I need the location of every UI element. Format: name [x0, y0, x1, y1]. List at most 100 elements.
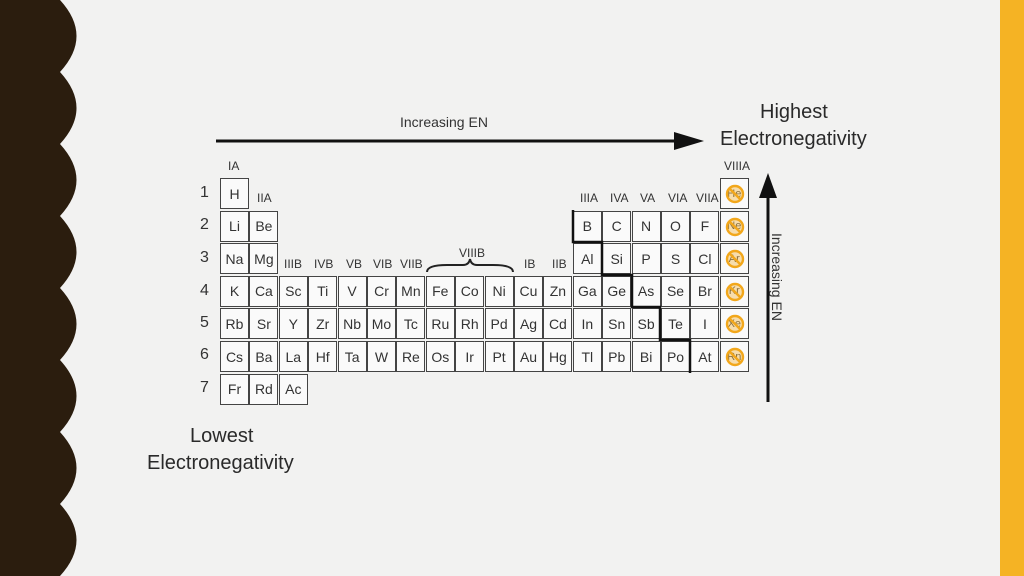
- element-cell-Ni: Ni: [484, 275, 514, 307]
- group-label-VIIIA: VIIIA: [724, 159, 751, 173]
- element-cell-K: K: [220, 275, 249, 307]
- group-label-IIB: IIB: [552, 257, 567, 271]
- element-cell-He: He: [719, 178, 749, 209]
- element-cell-Cr: Cr: [367, 275, 396, 307]
- element-cell-Na: Na: [220, 243, 249, 275]
- group-label-IIIA: IIIA: [580, 191, 599, 205]
- element-cell-Fr: Fr: [220, 373, 249, 405]
- period-5: 5: [200, 314, 209, 331]
- element-cell-Ag: Ag: [514, 308, 543, 340]
- element-cell-Cd: Cd: [543, 308, 573, 340]
- element-cell-La: La: [278, 341, 308, 372]
- element-cell-I: I: [690, 308, 720, 340]
- element-cell-Li: Li: [220, 210, 249, 242]
- group-label-IVB: IVB: [314, 257, 334, 271]
- element-cell-Os: Os: [425, 341, 455, 372]
- element-cell-Ba: Ba: [249, 341, 279, 372]
- group-label-IVA: IVA: [610, 191, 629, 205]
- group-label-VIIIB: VIIIB: [459, 246, 486, 260]
- element-cell-N: N: [631, 210, 661, 242]
- element-cell-Ti: Ti: [308, 275, 338, 307]
- element-cell-Be: Be: [249, 210, 279, 242]
- element-cell-Ge: Ge: [602, 275, 632, 307]
- element-cell-Mo: Mo: [367, 308, 396, 340]
- element-cell-Bi: Bi: [631, 341, 661, 372]
- element-cell-Ac: Ac: [278, 373, 308, 405]
- element-cell-Ga: Ga: [572, 275, 602, 307]
- element-cell-Pd: Pd: [484, 308, 514, 340]
- lowest-label-line1: Lowest: [190, 425, 254, 447]
- viiib-brace: [426, 258, 514, 273]
- group-label-VIB: VIB: [373, 257, 393, 271]
- element-cell-Rh: Rh: [455, 308, 485, 340]
- period-1: 1: [200, 184, 209, 201]
- period-7: 7: [200, 379, 209, 396]
- element-cell-O: O: [661, 210, 690, 242]
- no-symbol-icon: [725, 249, 744, 269]
- group-label-VB: VB: [346, 257, 363, 271]
- period-6: 6: [200, 346, 209, 363]
- group-label-VIA: VIA: [668, 191, 688, 205]
- element-cell-Se: Se: [661, 275, 690, 307]
- increasing-en-top-label: Increasing EN: [400, 114, 488, 130]
- element-cell-Te: Te: [661, 308, 690, 340]
- element-cell-Tl: Tl: [572, 341, 602, 372]
- highest-label-line2: Electronegativity: [720, 128, 867, 150]
- element-cell-S: S: [661, 243, 690, 275]
- wavy-left-border: [0, 0, 77, 576]
- element-cell-Ca: Ca: [249, 275, 279, 307]
- element-cell-Y: Y: [278, 308, 308, 340]
- element-cell-Pt: Pt: [484, 341, 514, 372]
- element-cell-V: V: [337, 275, 367, 307]
- lowest-label-line2: Electronegativity: [147, 452, 294, 474]
- element-cell-Rn: Rn: [719, 341, 749, 372]
- element-cell-F: F: [690, 210, 720, 242]
- element-cell-Re: Re: [396, 341, 426, 372]
- element-cell-Ta: Ta: [337, 341, 367, 372]
- element-cell-Tc: Tc: [396, 308, 426, 340]
- element-cell-Br: Br: [690, 275, 720, 307]
- element-cell-Xe: Xe: [719, 308, 749, 340]
- group-label-IIA: IIA: [257, 191, 272, 205]
- highest-label-line1: Highest: [760, 101, 828, 123]
- group-label-VA: VA: [640, 191, 656, 205]
- metalloid-staircase-line: [571, 210, 692, 373]
- element-cell-Nb: Nb: [337, 308, 367, 340]
- group-label-IB: IB: [524, 257, 536, 271]
- element-cell-Cs: Cs: [220, 341, 249, 372]
- no-symbol-icon: [725, 217, 744, 236]
- no-symbol-icon: [725, 282, 744, 301]
- group-label-VIIB: VIIB: [400, 257, 423, 271]
- no-symbol-icon: [725, 315, 744, 334]
- element-cell-Cu: Cu: [514, 275, 543, 307]
- element-cell-Kr: Kr: [719, 275, 749, 307]
- element-cell-Au: Au: [514, 341, 543, 372]
- element-cell-In: In: [572, 308, 602, 340]
- element-cell-Rb: Rb: [220, 308, 249, 340]
- element-cell-W: W: [367, 341, 396, 372]
- increasing-en-side-label: Increasing EN: [769, 233, 785, 321]
- element-cell-Rd: Rd: [249, 373, 279, 405]
- group-label-VIIA: VIIA: [696, 191, 719, 205]
- element-cell-Co: Co: [455, 275, 485, 307]
- element-cell-Ir: Ir: [455, 341, 485, 372]
- period-2: 2: [200, 216, 209, 233]
- element-cell-Pb: Pb: [602, 341, 632, 372]
- element-cell-Sc: Sc: [278, 275, 308, 307]
- element-cell-Ru: Ru: [425, 308, 455, 340]
- element-cell-Zr: Zr: [308, 308, 338, 340]
- element-cell-As: As: [631, 275, 661, 307]
- element-cell-C: C: [602, 210, 632, 242]
- element-cell-Hg: Hg: [543, 341, 573, 372]
- element-cell-Zn: Zn: [543, 275, 573, 307]
- element-cell-Cl: Cl: [690, 243, 720, 275]
- period-3: 3: [200, 249, 209, 266]
- element-cell-Sb: Sb: [631, 308, 661, 340]
- element-cell-Sn: Sn: [602, 308, 632, 340]
- element-cell-Fe: Fe: [425, 275, 455, 307]
- element-cell-Ne: Ne: [719, 210, 749, 242]
- element-cell-Mn: Mn: [396, 275, 426, 307]
- element-cell-Mg: Mg: [249, 243, 279, 275]
- group-label-IIIB: IIIB: [284, 257, 303, 271]
